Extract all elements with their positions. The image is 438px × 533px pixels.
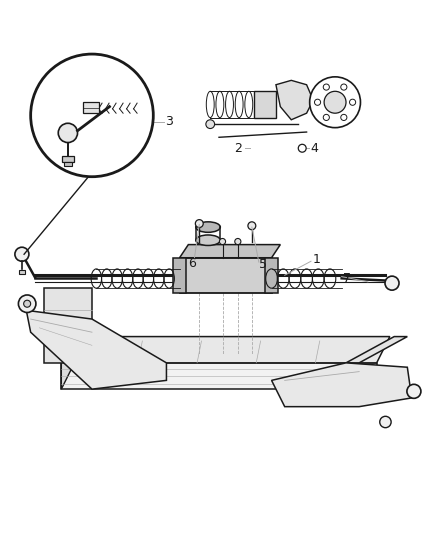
Polygon shape: [61, 363, 377, 389]
Polygon shape: [173, 258, 186, 293]
Circle shape: [195, 220, 203, 228]
Circle shape: [18, 295, 36, 312]
Circle shape: [235, 238, 241, 245]
Text: 2: 2: [234, 142, 242, 155]
Text: 5: 5: [259, 258, 267, 271]
Polygon shape: [61, 336, 390, 363]
Ellipse shape: [196, 235, 220, 246]
Text: 3: 3: [166, 116, 173, 128]
Circle shape: [206, 120, 215, 128]
Circle shape: [385, 276, 399, 290]
Polygon shape: [83, 102, 99, 113]
Circle shape: [407, 384, 421, 398]
Text: 1: 1: [313, 253, 321, 266]
Circle shape: [219, 238, 226, 245]
Text: 7: 7: [343, 272, 350, 285]
Circle shape: [58, 123, 78, 142]
Polygon shape: [180, 245, 280, 258]
Circle shape: [24, 300, 31, 307]
Circle shape: [31, 54, 153, 177]
Polygon shape: [26, 310, 166, 389]
Polygon shape: [61, 336, 74, 389]
Text: 4: 4: [310, 142, 318, 155]
Ellipse shape: [196, 222, 220, 232]
Circle shape: [314, 99, 321, 106]
Circle shape: [341, 84, 347, 90]
Polygon shape: [346, 336, 407, 363]
Polygon shape: [19, 270, 25, 274]
Polygon shape: [44, 288, 92, 363]
Circle shape: [323, 84, 329, 90]
Polygon shape: [272, 363, 412, 407]
Circle shape: [380, 416, 391, 427]
Circle shape: [310, 77, 360, 128]
Polygon shape: [180, 258, 272, 293]
Text: 6: 6: [188, 257, 196, 270]
Circle shape: [350, 99, 356, 106]
Circle shape: [248, 222, 256, 230]
Polygon shape: [62, 156, 74, 162]
Circle shape: [324, 91, 346, 113]
Circle shape: [15, 247, 29, 261]
Polygon shape: [254, 91, 276, 118]
Polygon shape: [276, 80, 313, 120]
Polygon shape: [265, 258, 278, 293]
Circle shape: [298, 144, 306, 152]
Polygon shape: [64, 162, 72, 166]
Circle shape: [341, 115, 347, 120]
Circle shape: [323, 115, 329, 120]
